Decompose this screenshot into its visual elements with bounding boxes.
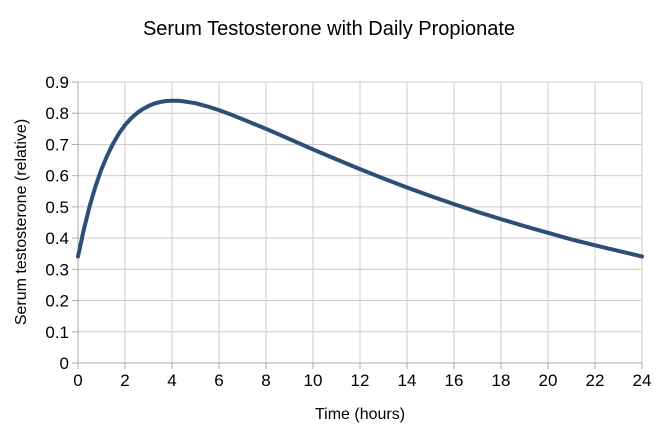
- x-tick-label: 8: [261, 371, 270, 390]
- chart-title: Serum Testosterone with Daily Propionate: [142, 18, 516, 40]
- x-tick-label: 22: [586, 371, 605, 390]
- y-tick-label: 0.9: [45, 73, 69, 92]
- x-tick-label: 4: [167, 371, 176, 390]
- serum-testosterone-curve: [76, 98, 644, 259]
- x-axis-title: Time (hours): [314, 406, 406, 423]
- y-tick-label: 0.2: [45, 292, 69, 311]
- x-tick-label: 24: [633, 371, 652, 390]
- x-tick-label: 6: [214, 371, 223, 390]
- y-tick-label: 0.1: [45, 323, 69, 342]
- x-tick-label: 0: [73, 371, 82, 390]
- y-tick-label: 0.6: [45, 167, 69, 186]
- y-tick-label: 0.5: [45, 198, 69, 217]
- x-tick-label: 2: [120, 371, 129, 390]
- x-tick-label: 20: [539, 371, 558, 390]
- x-tick-label: 16: [445, 371, 464, 390]
- y-tick-label: 0.8: [45, 104, 69, 123]
- x-tick-label: 12: [351, 371, 370, 390]
- x-tick-label: 10: [304, 371, 323, 390]
- x-tick-label: 18: [492, 371, 511, 390]
- y-tick-label: 0.7: [45, 135, 69, 154]
- y-tick-label: 0.4: [45, 229, 69, 248]
- x-tick-label: 14: [398, 371, 417, 390]
- y-tick-label: 0: [60, 354, 69, 373]
- y-tick-label: 0.3: [45, 260, 69, 279]
